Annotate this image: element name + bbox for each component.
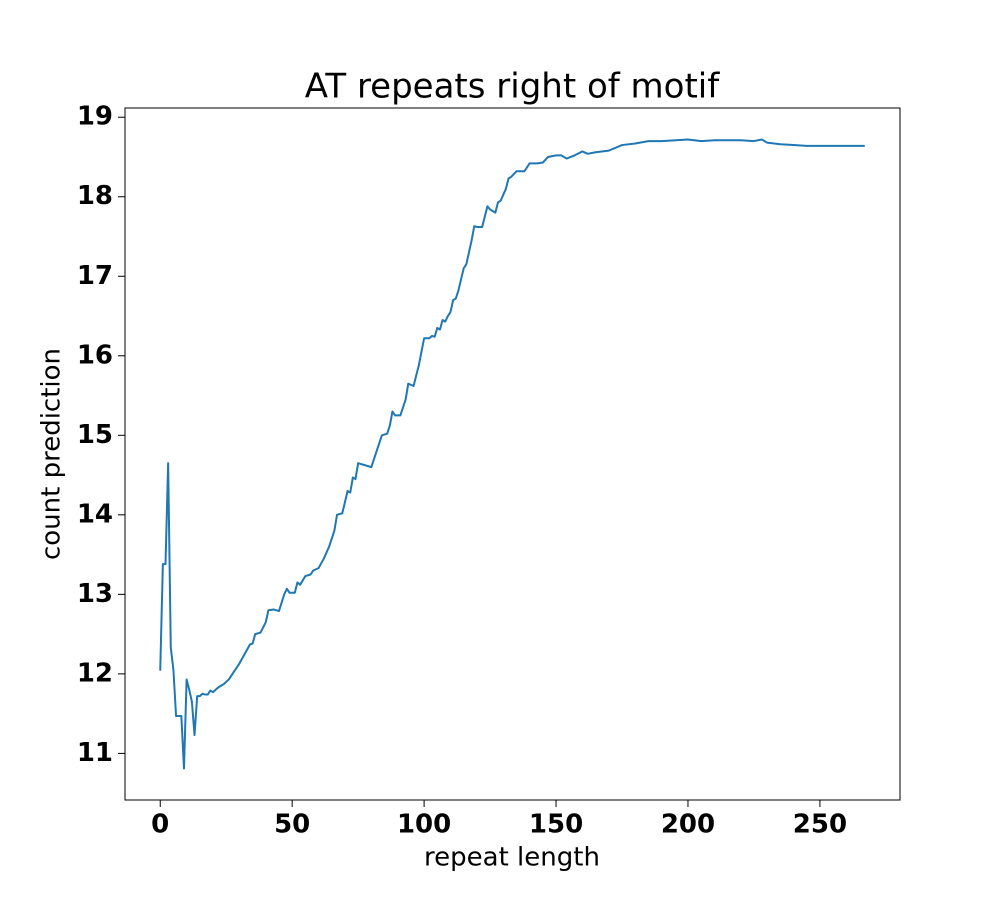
x-tick-label: 0 [151, 810, 169, 840]
x-tick-label: 100 [397, 810, 451, 840]
x-tick-label: 200 [661, 810, 715, 840]
y-tick-label: 16 [77, 340, 113, 370]
x-tick-label: 250 [793, 810, 847, 840]
x-tick-label: 50 [274, 810, 310, 840]
plot-frame [124, 107, 901, 801]
x-axis-label: repeat length [424, 843, 600, 873]
y-tick-label: 15 [77, 420, 113, 450]
y-tick-label: 17 [77, 261, 113, 291]
y-tick-label: 12 [77, 658, 113, 688]
chart-title: AT repeats right of motif [305, 67, 721, 107]
y-tick-label: 11 [77, 738, 113, 768]
y-tick-label: 19 [77, 102, 113, 132]
y-tick-label: 13 [77, 579, 113, 609]
line [159, 138, 865, 770]
y-tick-label: 14 [77, 499, 113, 529]
y-axis-label: count prediction [37, 348, 67, 560]
x-tick-label: 150 [529, 810, 583, 840]
y-tick-label: 18 [77, 181, 113, 211]
